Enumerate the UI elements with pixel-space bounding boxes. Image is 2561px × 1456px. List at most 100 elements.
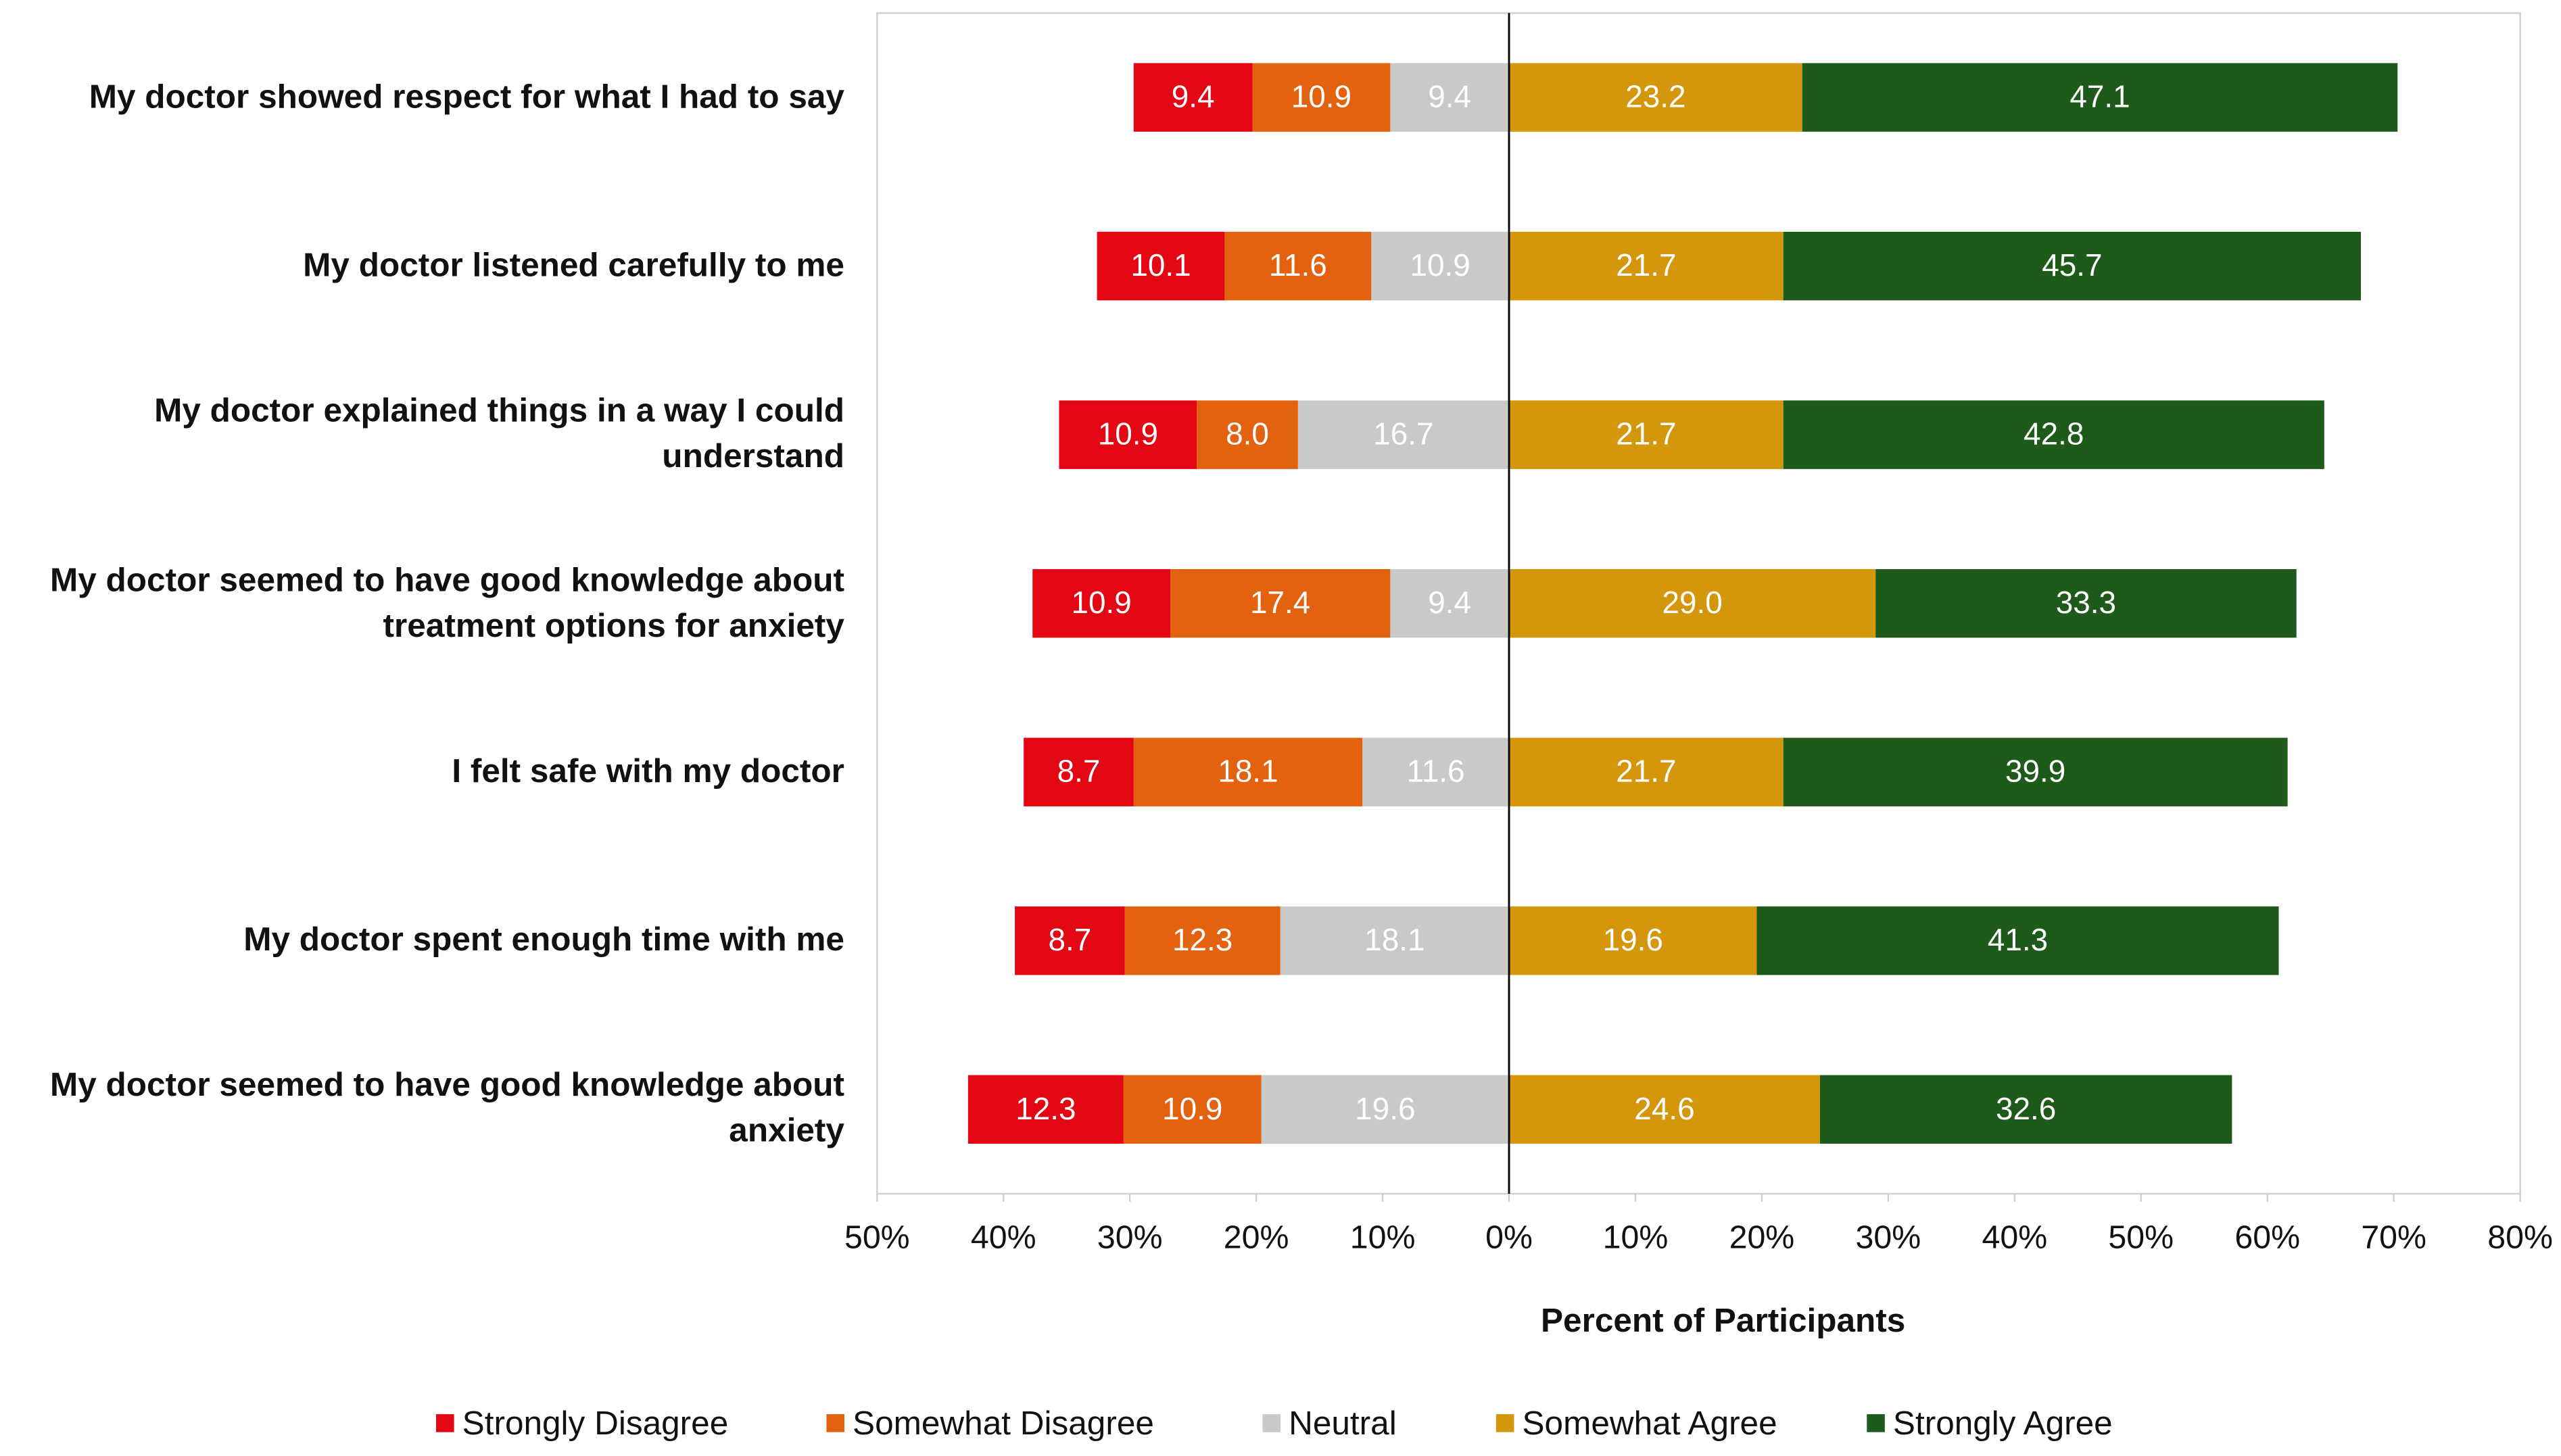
category-label: My doctor seemed to have good knowledge … (49, 560, 844, 645)
bar-segment (1297, 400, 1510, 469)
x-tick-label: 40% (971, 1219, 1036, 1255)
data-label: 21.7 (1616, 754, 1676, 789)
legend-label: Neutral (1289, 1405, 1397, 1442)
bar-segment (1024, 737, 1134, 806)
category-label-box: My doctor seemed to have good knowledge … (49, 560, 844, 645)
x-tick-label: 80% (2487, 1219, 2553, 1255)
bar-segment (1032, 568, 1171, 638)
x-tick-label: 30% (1856, 1219, 1921, 1255)
data-label: 21.7 (1616, 416, 1676, 452)
data-label: 10.9 (1291, 79, 1351, 114)
category-label: My doctor showed respect for what I had … (89, 78, 844, 116)
category-label-box: My doctor seemed to have good knowledge … (50, 1067, 844, 1150)
data-label: 18.1 (1218, 754, 1278, 789)
category-label-box: I felt safe with my doctor (452, 752, 844, 790)
data-label: 32.6 (1996, 1091, 2056, 1126)
x-axis-label: Percent of Participants (1541, 1302, 1905, 1339)
legend-swatch (1495, 1414, 1514, 1432)
bar-segment (1509, 231, 1784, 301)
bar-segment (1015, 906, 1125, 975)
bar-segment (1802, 63, 2398, 132)
bar-segment (1756, 906, 2279, 975)
data-label: 10.9 (1410, 247, 1470, 283)
category-label: My doctor spent enough time with me (243, 921, 844, 959)
data-label: 45.7 (2042, 247, 2102, 283)
bar-segment (1783, 400, 2324, 469)
data-label: 42.8 (2024, 416, 2084, 452)
data-label: 19.6 (1603, 922, 1663, 957)
legend-swatch (1262, 1414, 1280, 1432)
bar-segment (1875, 568, 2297, 638)
category-label: My doctor explained things in a way I co… (154, 392, 844, 476)
legend-label: Strongly Disagree (462, 1405, 729, 1442)
data-label: 10.9 (1071, 585, 1131, 620)
x-tick-label: 40% (1982, 1219, 2047, 1255)
bar-segment (1783, 737, 2288, 806)
data-label: 9.4 (1172, 79, 1215, 114)
category-label: I felt safe with my doctor (452, 752, 844, 790)
bar-segment (1197, 400, 1298, 469)
x-tick-label: 70% (2361, 1219, 2426, 1255)
category-label-box: My doctor explained things in a way I co… (154, 392, 844, 476)
data-label: 8.7 (1048, 922, 1091, 957)
bar-segment (1390, 63, 1510, 132)
data-label: 21.7 (1616, 247, 1676, 283)
bar-segment (1783, 231, 2362, 301)
data-label: 12.3 (1015, 1091, 1076, 1126)
legend-swatch (436, 1414, 454, 1432)
data-label: 47.1 (2069, 79, 2130, 114)
x-tick-label: 0% (1485, 1219, 1533, 1255)
bar-segment (967, 1075, 1124, 1144)
data-label: 11.6 (1407, 754, 1465, 789)
x-tick-label: 50% (844, 1219, 910, 1255)
category-label-box: My doctor showed respect for what I had … (89, 78, 844, 116)
category-label-box: My doctor listened carefully to me (303, 246, 844, 285)
bar-segment (1059, 400, 1197, 469)
data-label: 23.2 (1625, 79, 1685, 114)
bar-segment (1509, 737, 1784, 806)
bar-segment (1261, 1075, 1510, 1144)
data-label: 39.9 (2005, 754, 2065, 789)
data-label: 24.6 (1634, 1091, 1694, 1126)
data-label: 19.6 (1355, 1091, 1415, 1126)
data-label: 9.4 (1428, 585, 1471, 620)
data-label: 33.3 (2056, 585, 2116, 620)
bar-segment (1124, 906, 1280, 975)
data-label: 11.6 (1269, 247, 1327, 283)
data-label: 9.4 (1428, 79, 1471, 114)
bar-segment (1390, 568, 1510, 638)
data-label: 41.3 (1988, 922, 2048, 957)
x-tick-label: 10% (1350, 1219, 1416, 1255)
legend-label: Strongly Agree (1893, 1405, 2113, 1442)
data-label: 10.1 (1130, 247, 1191, 283)
bar-segment (1509, 1075, 1820, 1144)
legend-swatch (1867, 1414, 1885, 1432)
data-label: 18.1 (1364, 922, 1425, 957)
category-label: My doctor listened carefully to me (303, 246, 844, 285)
x-tick-label: 20% (1729, 1219, 1795, 1255)
bar-segment (1252, 63, 1391, 132)
data-label: 17.4 (1250, 585, 1310, 620)
data-label: 16.7 (1373, 416, 1433, 452)
x-tick-label: 20% (1224, 1219, 1289, 1255)
data-label: 10.9 (1162, 1091, 1222, 1126)
bar-segment (1097, 231, 1225, 301)
bar-segment (1133, 737, 1363, 806)
bar-segment (1509, 63, 1802, 132)
bar-segment (1819, 1075, 2232, 1144)
bar-segment (1509, 400, 1784, 469)
plot-frame (876, 12, 2521, 1195)
x-tick-label: 10% (1603, 1219, 1669, 1255)
data-label: 10.9 (1098, 416, 1158, 452)
legend-label: Somewhat Disagree (853, 1405, 1154, 1442)
bar-segment (1170, 568, 1391, 638)
data-label: 8.0 (1226, 416, 1269, 452)
legend-swatch (826, 1414, 844, 1432)
bar-segment (1123, 1075, 1262, 1144)
bar-segment (1509, 568, 1876, 638)
x-tick-label: 60% (2234, 1219, 2300, 1255)
data-label: 8.7 (1057, 754, 1101, 789)
data-label: 12.3 (1172, 922, 1232, 957)
